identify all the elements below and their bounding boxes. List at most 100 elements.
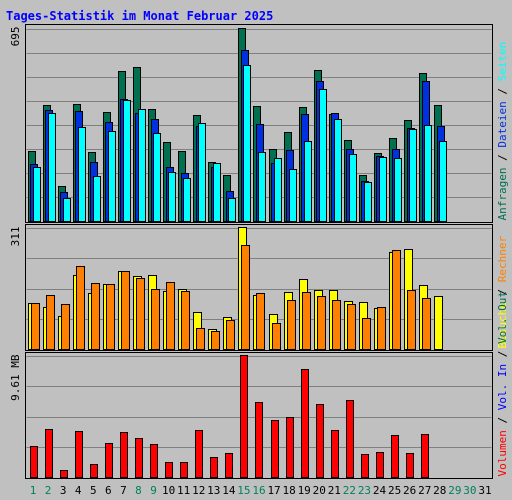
bar-volumen-day-19 <box>301 369 309 478</box>
day-tick-label: 29 <box>448 484 461 497</box>
legend-visits: Besuche / Rechner <box>496 236 509 349</box>
bar-rechner-day-20 <box>317 296 326 350</box>
day-tick-label: 1 <box>30 484 37 497</box>
bar-volumen-day-5 <box>90 464 98 478</box>
day-tick-label: 18 <box>283 484 296 497</box>
bar-volumen-day-13 <box>210 457 218 478</box>
scale-label-hits: 695 <box>9 27 22 47</box>
day-tick-label: 27 <box>418 484 431 497</box>
bar-volumen-day-14 <box>225 453 233 478</box>
bar-seiten-day-28 <box>439 141 447 222</box>
bar-besuche-day-28 <box>434 296 443 350</box>
day-tick-label: 4 <box>75 484 82 497</box>
bar-seiten-day-17 <box>274 158 282 222</box>
day-tick-label: 31 <box>478 484 491 497</box>
bar-rechner-day-10 <box>166 282 175 350</box>
bar-volumen-day-15 <box>240 355 248 478</box>
legend-hits: Anfragen / Dateien / Seiten <box>496 42 509 221</box>
day-tick-label: 12 <box>192 484 205 497</box>
day-tick-label: 23 <box>358 484 371 497</box>
day-tick-label: 14 <box>222 484 236 497</box>
legend-entry: Rechner <box>496 236 509 283</box>
day-tick-label: 24 <box>373 484 387 497</box>
bar-seiten-day-16 <box>258 152 266 222</box>
bar-rechner-day-16 <box>256 293 265 350</box>
bar-seiten-day-1 <box>33 167 41 222</box>
bar-seiten-day-4 <box>78 127 86 222</box>
bar-seiten-day-25 <box>394 158 402 222</box>
legend-separator: / <box>496 410 509 430</box>
bar-rechner-day-25 <box>392 250 401 350</box>
legend-entry: Vol. Out <box>496 291 509 344</box>
bar-volumen-day-8 <box>135 438 143 478</box>
bar-volumen-day-1 <box>30 446 38 478</box>
bar-volumen-day-27 <box>421 434 429 478</box>
bar-seiten-day-23 <box>364 182 372 222</box>
bar-seiten-day-24 <box>379 157 387 222</box>
bar-volumen-day-24 <box>376 452 384 478</box>
bar-rechner-day-9 <box>151 289 160 350</box>
bar-volumen-day-25 <box>391 435 399 478</box>
bar-rechner-day-11 <box>181 291 190 350</box>
legend-separator: / <box>496 81 509 101</box>
bar-rechner-day-3 <box>61 304 70 350</box>
bar-rechner-day-27 <box>422 298 431 350</box>
bar-seiten-day-21 <box>334 119 342 222</box>
bar-volumen-day-21 <box>331 430 339 478</box>
legend-entry: Besuche <box>496 302 509 348</box>
bar-rechner-day-15 <box>241 245 250 350</box>
bar-volumen-day-10 <box>165 462 173 478</box>
bar-seiten-day-15 <box>243 65 251 222</box>
bar-seiten-day-2 <box>48 113 56 222</box>
legend-entry: Seiten <box>496 42 509 82</box>
bar-volumen-day-16 <box>255 402 263 478</box>
bar-rechner-day-2 <box>46 295 55 350</box>
day-tick-label: 25 <box>388 484 401 497</box>
bar-volumen-day-9 <box>150 444 158 478</box>
bar-volumen-day-11 <box>180 462 188 478</box>
bar-seiten-day-6 <box>108 131 116 222</box>
day-tick-label: 2 <box>45 484 52 497</box>
legend-entry: Volumen <box>496 430 509 476</box>
legend-separator: / <box>496 148 509 168</box>
day-tick-label: 16 <box>252 484 265 497</box>
bar-seiten-day-5 <box>93 176 101 222</box>
bar-rechner-day-12 <box>196 328 205 350</box>
bar-seiten-day-8 <box>138 109 146 222</box>
bar-seiten-day-20 <box>319 89 327 222</box>
bar-volumen-day-23 <box>361 454 369 478</box>
day-tick-label: 10 <box>162 484 175 497</box>
bar-seiten-day-12 <box>198 123 206 222</box>
scale-label-visits: 311 <box>9 227 22 247</box>
day-tick-label: 9 <box>150 484 157 497</box>
day-tick-label: 5 <box>90 484 97 497</box>
legend-separator: / <box>496 282 509 302</box>
chart-title: Tages-Statistik im Monat Februar 2025 <box>6 9 273 23</box>
day-tick-label: 19 <box>298 484 311 497</box>
day-tick-label: 28 <box>433 484 446 497</box>
bar-rechner-day-24 <box>377 307 386 350</box>
bar-seiten-day-22 <box>349 154 357 222</box>
bar-volumen-day-17 <box>271 420 279 478</box>
bar-volumen-day-7 <box>120 432 128 478</box>
legend-separator: / <box>496 344 509 364</box>
bar-volumen-day-20 <box>316 404 324 478</box>
bar-seiten-day-26 <box>409 129 417 222</box>
bar-volumen-day-4 <box>75 431 83 478</box>
day-tick-label: 6 <box>105 484 112 497</box>
bar-seiten-day-9 <box>153 133 161 222</box>
day-tick-label: 11 <box>177 484 190 497</box>
scale-label-volume: 9.61 MB <box>9 354 22 401</box>
bar-volumen-day-22 <box>346 400 354 478</box>
bar-rechner-day-21 <box>332 300 341 350</box>
bar-seiten-day-7 <box>123 100 131 222</box>
bar-marks <box>28 28 447 478</box>
bar-rechner-day-8 <box>136 278 145 350</box>
bar-rechner-day-4 <box>76 266 85 350</box>
day-tick-label: 26 <box>403 484 416 497</box>
bar-seiten-day-13 <box>213 163 221 222</box>
day-tick-label: 20 <box>313 484 326 497</box>
day-tick-label: 22 <box>343 484 356 497</box>
